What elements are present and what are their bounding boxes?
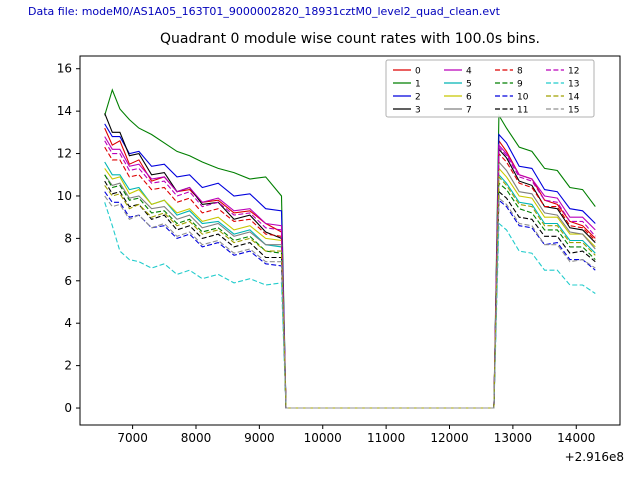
y-tick-label: 8 [64, 231, 72, 245]
legend-entry-label: 9 [517, 80, 523, 90]
x-tick-label: 13000 [494, 431, 532, 445]
y-tick-label: 12 [57, 147, 72, 161]
legend-box [385, 59, 595, 118]
series-line-2 [104, 123, 596, 409]
y-tick-label: 4 [64, 316, 72, 330]
legend-entry-label: 13 [568, 80, 579, 90]
y-tick-label: 16 [57, 62, 72, 76]
series-line-4 [104, 136, 596, 409]
series-line-1 [104, 88, 596, 409]
legend-entry-label: 10 [517, 93, 529, 103]
y-tick-label: 10 [57, 189, 72, 203]
legend-entry-label: 2 [415, 93, 421, 103]
x-tick-label: 12000 [430, 431, 468, 445]
series-line-13 [104, 202, 596, 409]
legend-entry-label: 11 [517, 106, 528, 116]
axes-box [79, 55, 621, 426]
y-tick-label: 14 [57, 104, 72, 118]
legend-entry-label: 14 [568, 93, 580, 103]
x-tick-label: 10000 [304, 431, 342, 445]
y-tick-label: 6 [64, 274, 72, 288]
series-line-6 [104, 166, 596, 409]
y-tick-label: 2 [64, 359, 72, 373]
series-line-9 [104, 174, 596, 409]
legend-entry-label: 6 [466, 93, 472, 103]
series-line-14 [104, 175, 596, 409]
legend-entry-label: 5 [466, 80, 472, 90]
series-line-0 [104, 127, 596, 409]
series-line-5 [104, 161, 596, 409]
x-tick-label: 8000 [181, 431, 212, 445]
series-line-15 [104, 195, 596, 409]
x-axis-offset-label: +2.916e8 [564, 450, 624, 464]
x-tick-label: 9000 [244, 431, 275, 445]
legend-entry-label: 4 [466, 67, 472, 77]
series-line-7 [104, 160, 596, 409]
x-tick-label: 7000 [117, 431, 148, 445]
x-tick-label: 14000 [557, 431, 595, 445]
series-line-8 [104, 146, 596, 409]
legend-entry-label: 1 [415, 80, 421, 90]
series-line-12 [104, 140, 596, 409]
series-line-3 [104, 113, 596, 409]
legend-entry-label: 8 [517, 67, 523, 77]
chart-title: Quadrant 0 module wise count rates with … [160, 31, 540, 47]
x-tick-label: 11000 [367, 431, 405, 445]
legend-entry-label: 15 [568, 106, 579, 116]
legend-entry-label: 0 [415, 67, 421, 77]
legend-entry-label: 3 [415, 106, 421, 116]
legend-entry-label: 12 [568, 67, 579, 77]
y-tick-label: 0 [64, 401, 72, 415]
legend-entry-label: 7 [466, 106, 472, 116]
data-file-label: Data file: modeM0/AS1A05_163T01_90000028… [28, 5, 500, 18]
